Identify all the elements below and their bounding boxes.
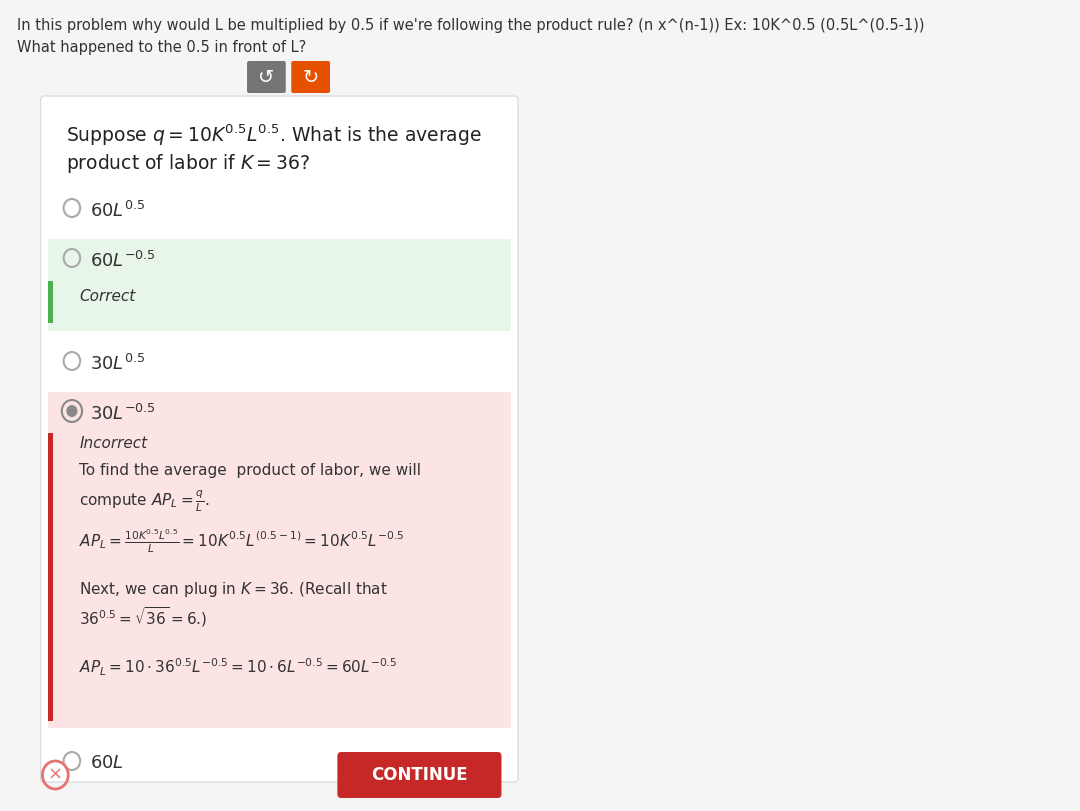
Text: Next, we can plug in $K = 36$. (Recall that: Next, we can plug in $K = 36$. (Recall t…	[79, 580, 388, 599]
Text: $36^{0.5} = \sqrt{36} = 6$.$)$: $36^{0.5} = \sqrt{36} = 6$.$)$	[79, 605, 207, 629]
Text: $60L^{0.5}$: $60L^{0.5}$	[91, 201, 146, 221]
FancyBboxPatch shape	[48, 392, 511, 728]
Text: In this problem why would L be multiplied by 0.5 if we're following the product : In this problem why would L be multiplie…	[16, 18, 924, 33]
Text: $AP_L = 10 \cdot 36^{0.5}L^{-0.5} = 10 \cdot 6L^{-0.5} = 60L^{-0.5}$: $AP_L = 10 \cdot 36^{0.5}L^{-0.5} = 10 \…	[79, 657, 397, 678]
Text: product of labor if $K = 36$?: product of labor if $K = 36$?	[66, 152, 310, 175]
Text: ×: ×	[48, 766, 63, 784]
Text: $AP_L = \frac{10K^{0.5}L^{0.5}}{L} = 10K^{0.5}L^{(0.5-1)} = 10K^{0.5}L^{-0.5}$: $AP_L = \frac{10K^{0.5}L^{0.5}}{L} = 10K…	[79, 528, 405, 556]
Text: Suppose $q = 10K^{0.5}L^{0.5}$. What is the average: Suppose $q = 10K^{0.5}L^{0.5}$. What is …	[66, 122, 483, 148]
Circle shape	[66, 405, 78, 417]
Text: $30L^{0.5}$: $30L^{0.5}$	[91, 354, 146, 374]
FancyBboxPatch shape	[41, 96, 518, 782]
FancyBboxPatch shape	[337, 752, 501, 798]
Text: CONTINUE: CONTINUE	[372, 766, 468, 784]
Text: Incorrect: Incorrect	[79, 436, 147, 451]
FancyBboxPatch shape	[48, 239, 511, 331]
FancyBboxPatch shape	[48, 433, 53, 721]
Text: ↻: ↻	[302, 67, 319, 87]
Text: compute $AP_L = \frac{q}{L}$.: compute $AP_L = \frac{q}{L}$.	[79, 488, 211, 513]
Text: ↺: ↺	[258, 67, 274, 87]
FancyBboxPatch shape	[48, 281, 53, 323]
Text: $30L^{-0.5}$: $30L^{-0.5}$	[91, 404, 156, 424]
Text: What happened to the 0.5 in front of L?: What happened to the 0.5 in front of L?	[16, 40, 306, 55]
Text: Correct: Correct	[79, 289, 135, 304]
FancyBboxPatch shape	[247, 61, 286, 93]
Text: $60L^{-0.5}$: $60L^{-0.5}$	[91, 251, 156, 271]
FancyBboxPatch shape	[292, 61, 330, 93]
Text: To find the average  product of labor, we will: To find the average product of labor, we…	[79, 463, 421, 478]
Text: $60L$: $60L$	[91, 754, 124, 772]
